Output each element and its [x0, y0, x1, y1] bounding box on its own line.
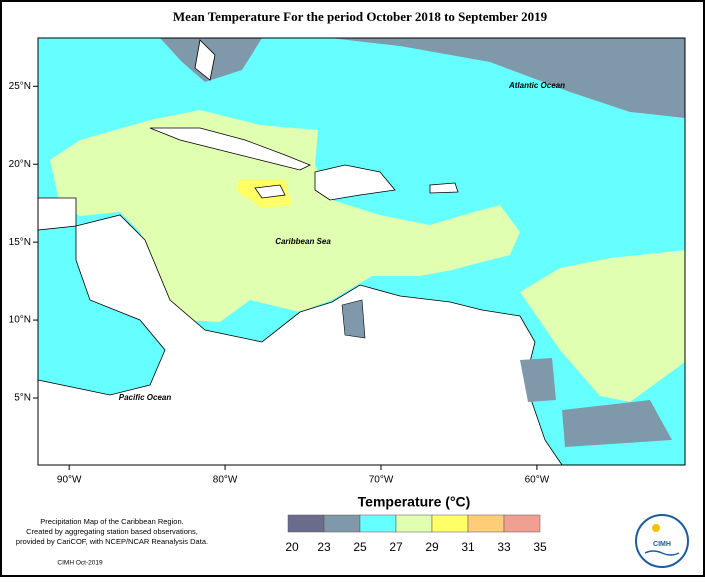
footnote-line: provided by CariCOF, with NCEP/NCAR Rean… [16, 537, 208, 546]
x-tick-label: 90°W [57, 475, 82, 486]
lake [341, 299, 366, 339]
place-label: Atlantic Ocean [508, 81, 565, 90]
place-label: Caribbean Sea [275, 237, 331, 246]
legend-label: 33 [497, 540, 511, 554]
legend-label: 31 [461, 540, 475, 554]
legend-label: 35 [533, 540, 547, 554]
x-tick-label: 80°W [213, 475, 238, 486]
logo: CIMH [635, 514, 689, 568]
y-tick-label: 10°N [9, 315, 31, 326]
legend-label: 29 [425, 540, 439, 554]
warm-zone [520, 250, 685, 402]
title: Mean Temperature For the period October … [173, 9, 548, 24]
map [37, 37, 686, 466]
map-border [37, 37, 686, 466]
cool-zone [330, 38, 685, 118]
legend-swatch [503, 514, 541, 533]
y-tick-label: 15°N [9, 237, 31, 248]
y-tick-label: 25°N [9, 81, 31, 92]
legend-swatch [467, 514, 505, 533]
x-tick-label: 70°W [369, 475, 394, 486]
x-tick-label: 60°W [525, 475, 550, 486]
legend-title: Temperature (°C) [358, 494, 471, 510]
footnote-line: Precipitation Map of the Caribbean Regio… [40, 517, 183, 526]
legend-swatch [359, 514, 397, 533]
cool-zone [562, 400, 672, 447]
footnote: Precipitation Map of the Caribbean Regio… [16, 517, 208, 546]
warm-zone [50, 110, 520, 322]
y-tick-label: 5°N [14, 393, 31, 404]
logo-sun [652, 524, 660, 532]
legend-label: 23 [317, 540, 331, 554]
legend-label: 27 [389, 540, 403, 554]
legend-label: 20 [285, 540, 299, 554]
hispaniola [314, 164, 396, 201]
land [37, 197, 77, 231]
puerto-rico [429, 182, 459, 194]
legend-swatch [323, 514, 361, 533]
y-tick-label: 20°N [9, 159, 31, 170]
cool-zone [520, 358, 556, 402]
credit: CIMH Oct-2019 [57, 560, 103, 567]
cuba [149, 127, 311, 171]
place-label: Pacific Ocean [119, 393, 172, 402]
land [37, 214, 563, 466]
legend-swatch [395, 514, 433, 533]
logo-text: CIMH [653, 541, 671, 548]
logo-wave [644, 550, 680, 556]
legend-swatch [287, 514, 325, 533]
legend-swatch [431, 514, 469, 533]
jamaica [254, 184, 286, 199]
legend-label: 25 [353, 540, 367, 554]
florida [194, 39, 216, 81]
footnote-line: Created by aggregating station based obs… [26, 527, 198, 536]
